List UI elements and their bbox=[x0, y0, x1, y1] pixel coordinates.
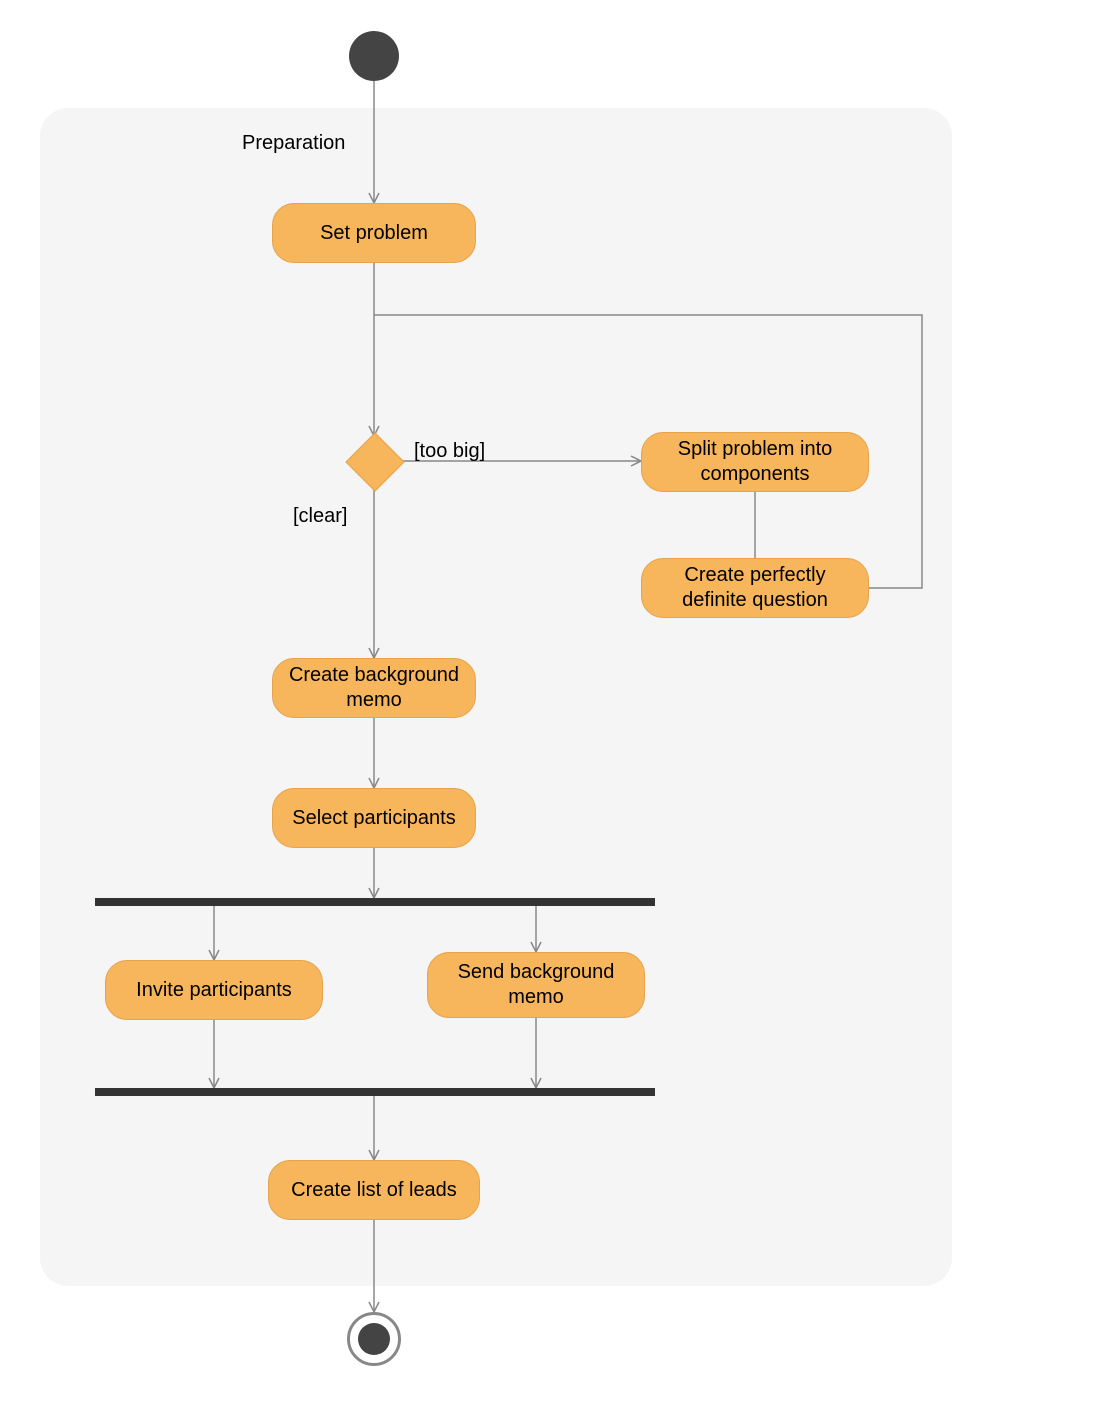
activity-set_problem: Set problem bbox=[272, 203, 476, 263]
activity-split_problem: Split problem into components bbox=[641, 432, 869, 492]
activity-label: Set problem bbox=[320, 221, 428, 246]
end-node bbox=[347, 1312, 401, 1366]
activity-send_memo: Send background memo bbox=[427, 952, 645, 1018]
diagram-frame bbox=[40, 108, 952, 1286]
end-node-inner bbox=[358, 1323, 390, 1355]
label-lbl_clear: [clear] bbox=[293, 505, 347, 528]
start-node bbox=[349, 31, 399, 81]
sync-bar-fork bbox=[95, 898, 655, 906]
activity-create_leads: Create list of leads bbox=[268, 1160, 480, 1220]
activity-diagram-canvas: Set problem Split problem into components… bbox=[0, 0, 1110, 1412]
activity-select_part: Select participants bbox=[272, 788, 476, 848]
activity-create_question: Create perfectly definite question bbox=[641, 558, 869, 618]
activity-label: Create background memo bbox=[283, 663, 465, 713]
activity-label: Create list of leads bbox=[291, 1178, 457, 1203]
label-lbl_too_big: [too big] bbox=[414, 440, 485, 463]
activity-label: Send background memo bbox=[438, 960, 634, 1010]
activity-label: Split problem into components bbox=[652, 437, 858, 487]
activity-invite_part: Invite participants bbox=[105, 960, 323, 1020]
activity-label: Select participants bbox=[292, 806, 455, 831]
sync-bar-join bbox=[95, 1088, 655, 1096]
activity-create_memo: Create background memo bbox=[272, 658, 476, 718]
activity-label: Invite participants bbox=[136, 978, 292, 1003]
label-lbl_prep: Preparation bbox=[242, 132, 345, 155]
activity-label: Create perfectly definite question bbox=[652, 563, 858, 613]
